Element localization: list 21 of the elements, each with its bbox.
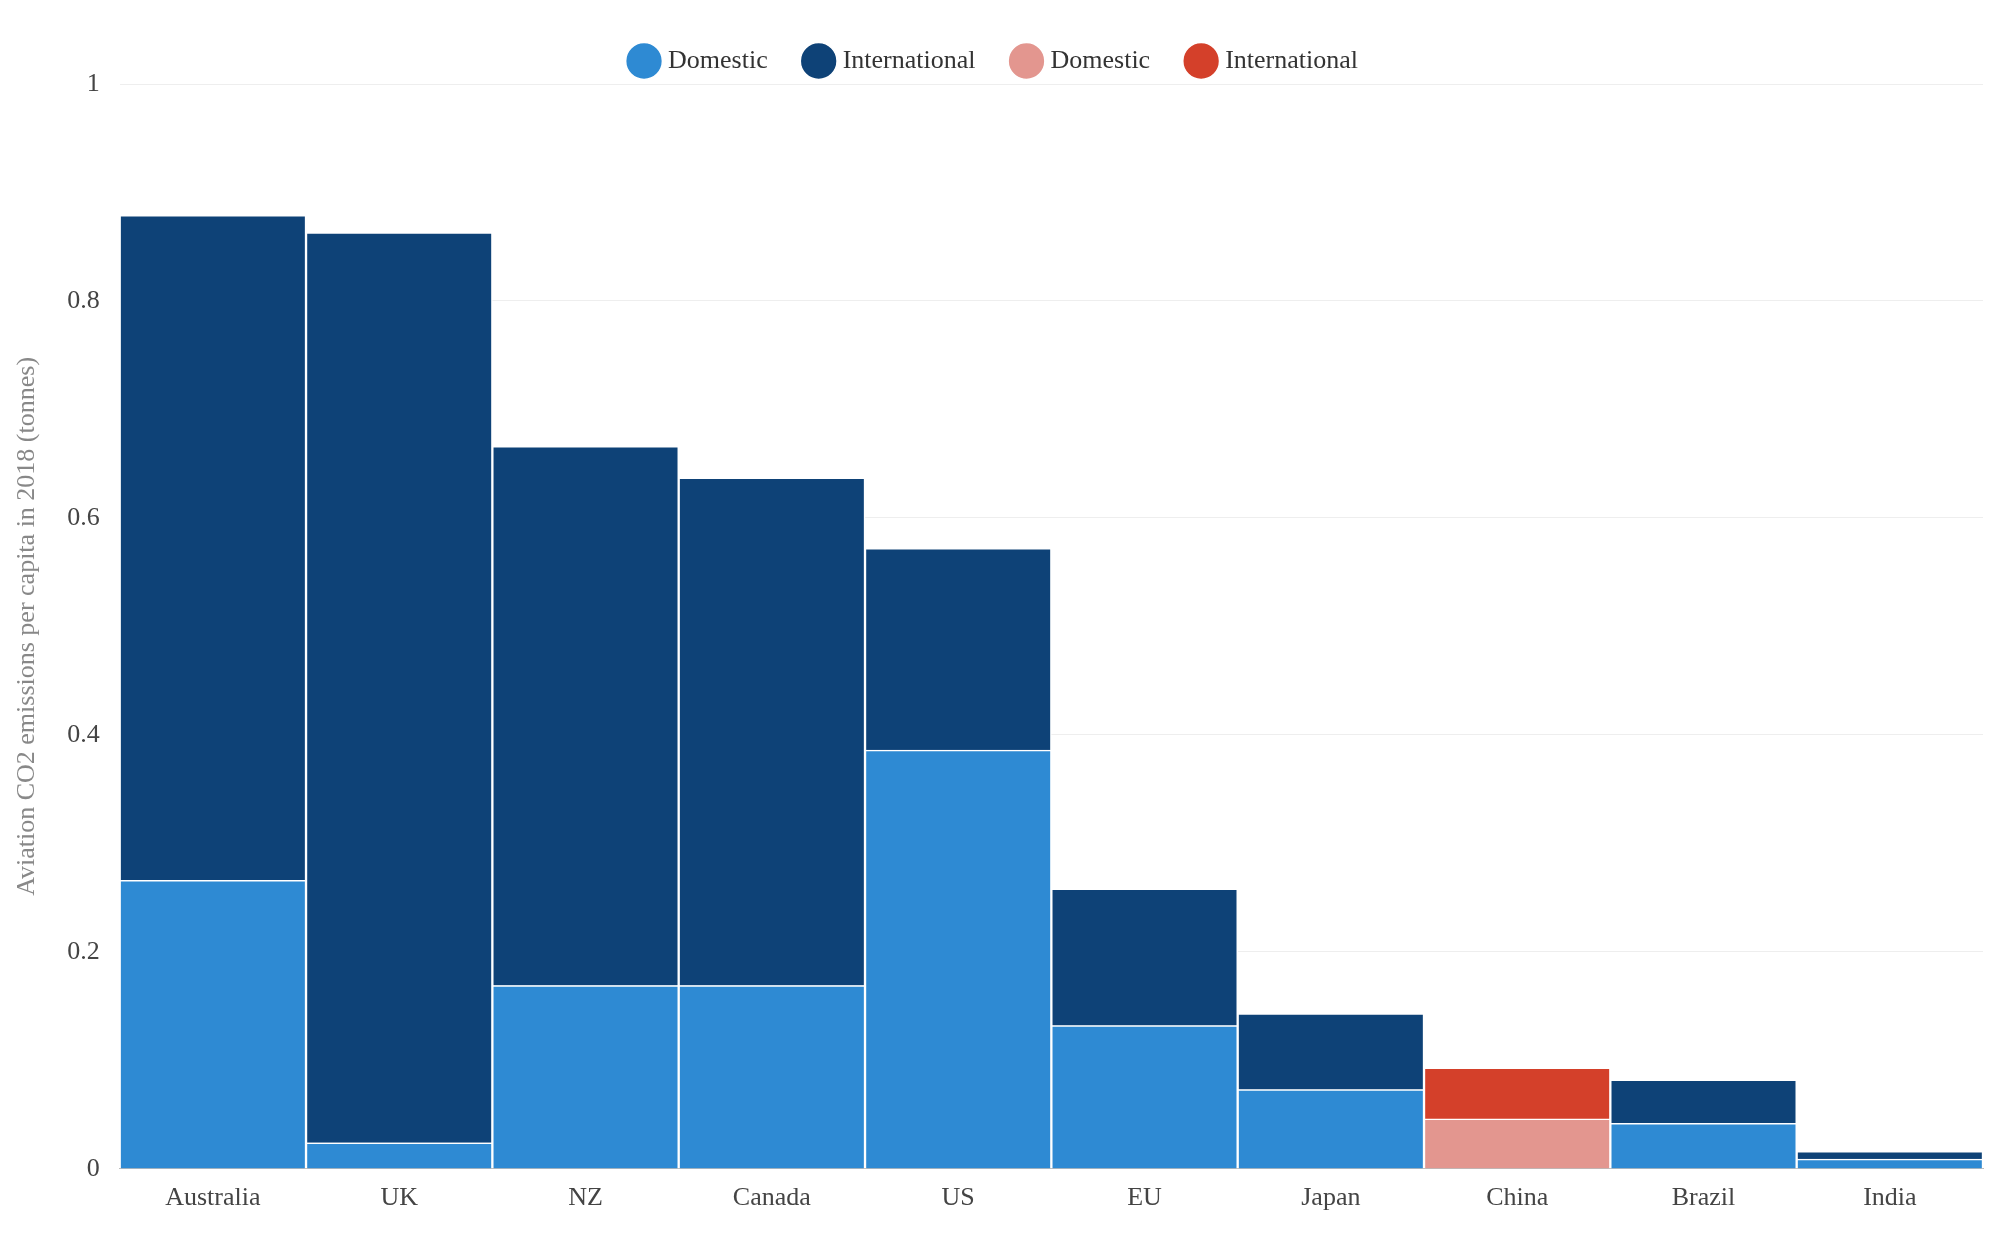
x-tick-label: China (1486, 1182, 1549, 1212)
y-axis-title: Aviation CO2 emissions per capita in 2018 (tonnes) (11, 356, 41, 896)
legend-label: Domestic (668, 44, 768, 74)
x-tick-label: Japan (1301, 1182, 1361, 1212)
y-tick-label: 0 (86, 1152, 100, 1182)
x-tick-label: UK (380, 1182, 419, 1212)
x-tick-label: Canada (732, 1182, 812, 1212)
x-tick-label: Brazil (1671, 1182, 1736, 1212)
legend-label: International (842, 44, 976, 74)
y-tick-label: 1 (86, 67, 100, 97)
x-tick-label: EU (1127, 1182, 1163, 1212)
x-tick-label: India (1863, 1182, 1918, 1212)
x-tick-label: Australia (165, 1182, 261, 1212)
y-tick-label: 0.8 (67, 284, 100, 314)
legend-label: Domestic (1050, 44, 1151, 74)
y-tick-label: 0.2 (67, 935, 100, 965)
legend-label: International (1225, 44, 1358, 74)
x-tick-label: US (941, 1182, 975, 1212)
x-tick-label: NZ (568, 1182, 603, 1212)
y-tick-label: 0.6 (67, 501, 100, 531)
y-tick-label: 0.4 (67, 718, 100, 748)
